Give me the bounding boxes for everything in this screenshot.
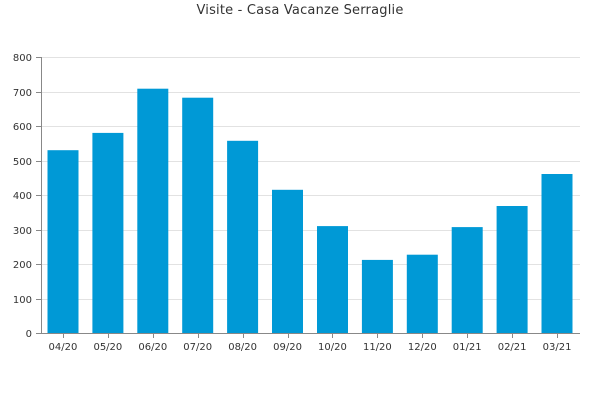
bar-10-20 bbox=[317, 226, 348, 333]
bar-04-20 bbox=[47, 150, 79, 333]
x-tick-label: 06/20 bbox=[138, 342, 167, 353]
bar-12-20 bbox=[406, 254, 438, 333]
y-tick-label: 800 bbox=[13, 53, 32, 64]
bars bbox=[47, 88, 573, 333]
x-tick-label: 03/21 bbox=[543, 342, 572, 353]
x-tick-label: 07/20 bbox=[183, 342, 212, 353]
bar-06-20 bbox=[137, 88, 169, 333]
y-tick-label: 500 bbox=[13, 157, 32, 168]
x-tick-label: 05/20 bbox=[93, 342, 122, 353]
x-tick-label: 02/21 bbox=[498, 342, 527, 353]
bar-09-20 bbox=[272, 189, 303, 333]
x-tick-label: 11/20 bbox=[363, 342, 392, 353]
y-tick-label: 400 bbox=[13, 191, 32, 202]
bar-02-21 bbox=[496, 206, 528, 333]
grid-lines bbox=[41, 57, 580, 300]
bar-11-20 bbox=[361, 259, 393, 333]
x-tick-labels: 04/20 05/20 06/20 07/20 08/20 09/20 10/20 11/20… bbox=[49, 342, 572, 353]
y-tick-label: 700 bbox=[13, 88, 32, 99]
x-tick-label: 09/20 bbox=[273, 342, 302, 353]
x-tick-label: 12/20 bbox=[408, 342, 437, 353]
y-tick-labels: 0 100 200 300 400 500 600 700 800 bbox=[13, 53, 32, 340]
x-tick-label: 08/20 bbox=[228, 342, 257, 353]
y-tick-label: 100 bbox=[13, 295, 32, 306]
y-tick-label: 200 bbox=[13, 260, 32, 271]
y-tick-label: 600 bbox=[13, 122, 32, 133]
bar-01-21 bbox=[451, 227, 483, 333]
bar-07-20 bbox=[182, 97, 214, 333]
bar-03-21 bbox=[541, 174, 573, 333]
x-tick-label: 10/20 bbox=[318, 342, 347, 353]
x-tick-label: 01/21 bbox=[453, 342, 482, 353]
y-tick-label: 0 bbox=[26, 329, 32, 340]
bar-08-20 bbox=[227, 140, 259, 333]
y-tick-label: 300 bbox=[13, 226, 32, 237]
axes bbox=[36, 57, 580, 338]
x-tick-label: 04/20 bbox=[49, 342, 78, 353]
bar-05-20 bbox=[92, 132, 124, 333]
chart-title: Visite - Casa Vacanze Serraglie bbox=[196, 3, 404, 18]
